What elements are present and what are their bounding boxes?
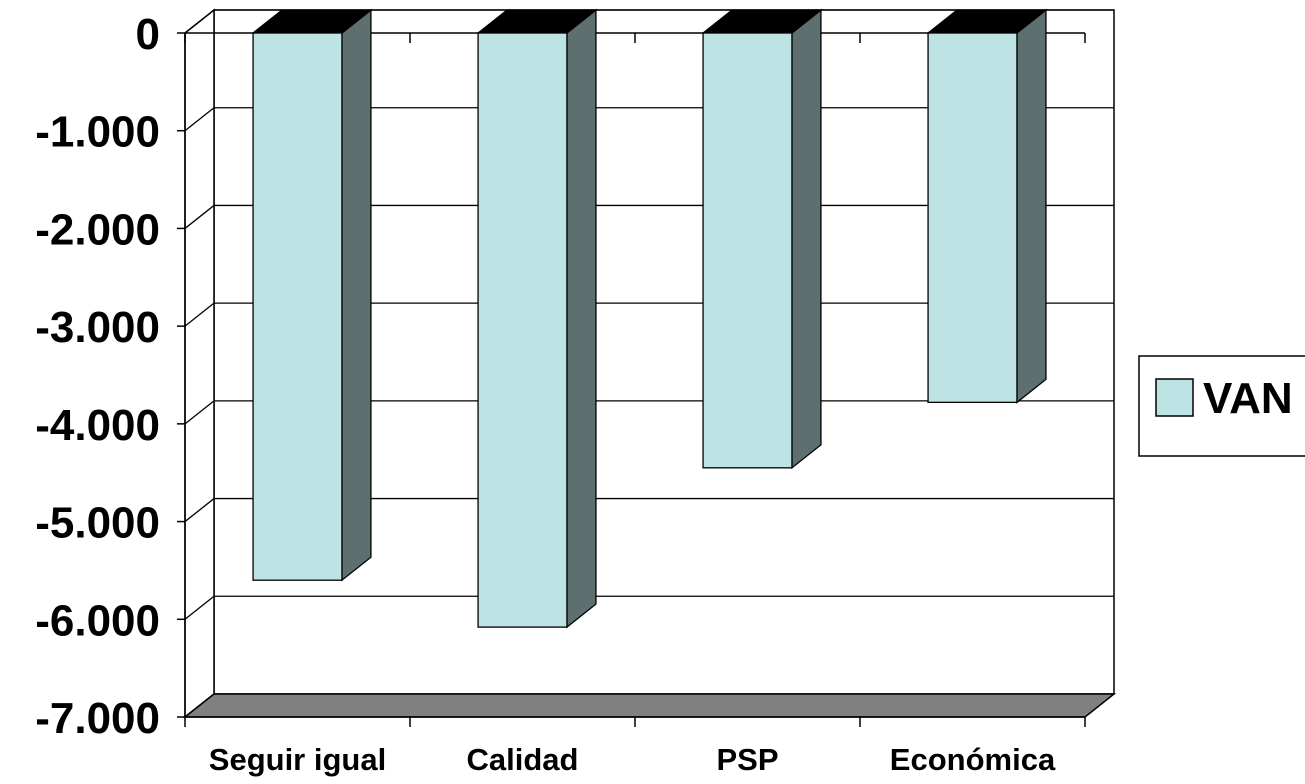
gridline-side <box>184 9 215 34</box>
side-wall <box>184 8 215 719</box>
bar-side <box>566 8 597 629</box>
floor-plane <box>182 693 1117 718</box>
bar <box>252 32 343 581</box>
gridline-side <box>184 302 215 327</box>
x-category-label: Económica <box>890 742 1056 777</box>
bar <box>927 32 1018 404</box>
bar-side <box>341 8 372 582</box>
x-category-label: Calidad <box>467 742 579 777</box>
y-tick-label: -2.000 <box>35 205 160 254</box>
x-axis-category-labels: Seguir igual Calidad PSP Económica <box>209 742 1056 777</box>
gridline-side <box>184 204 215 229</box>
y-tick-label: -4.000 <box>35 401 160 450</box>
y-tick-label: -7.000 <box>35 694 160 743</box>
gridline-side <box>184 498 215 523</box>
bar <box>477 32 568 628</box>
bar <box>702 32 793 469</box>
legend-label: VAN <box>1203 374 1293 423</box>
legend-swatch <box>1155 378 1194 417</box>
chart-floor <box>182 693 1117 718</box>
y-tick-label: -1.000 <box>35 108 160 157</box>
bar-side <box>1016 8 1047 404</box>
gridline-side <box>184 107 215 132</box>
legend: VAN <box>1138 355 1305 457</box>
x-category-label: PSP <box>716 742 778 777</box>
y-tick-label: -3.000 <box>35 303 160 352</box>
y-tick-label: -6.000 <box>35 596 160 645</box>
y-axis-tick-labels: 0 -1.000 -2.000 -3.000 -4.000 -5.000 -6.000 -7.… <box>35 10 160 743</box>
gridline-side <box>184 400 215 425</box>
y-tick-label: -5.000 <box>35 499 160 548</box>
x-category-label: Seguir igual <box>209 742 386 777</box>
bar-side <box>791 8 822 470</box>
gridline-side <box>184 595 215 620</box>
bars <box>251 8 1048 629</box>
y-tick-label: 0 <box>136 10 160 59</box>
